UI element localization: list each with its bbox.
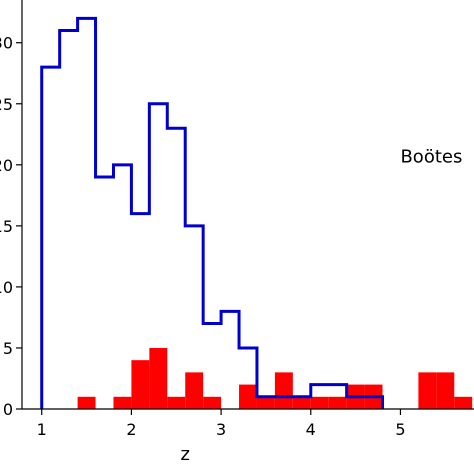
red-bar-9	[274, 372, 293, 409]
red-bar-10	[292, 396, 311, 409]
red-bar-7	[239, 384, 257, 409]
y-axis-ticks: 0 5 10 15 20 25 30	[0, 34, 22, 419]
y-tick-label: 20	[0, 156, 13, 175]
red-bar-1	[113, 396, 132, 409]
red-bar-11	[310, 396, 329, 409]
x-tick-label: 1	[37, 420, 47, 439]
x-tick-label: 2	[126, 420, 136, 439]
x-tick-label: 3	[216, 420, 226, 439]
x-axis-ticks: 1 2 3 4 5	[37, 409, 406, 439]
y-tick-label: 15	[0, 217, 13, 236]
red-bar-16	[436, 372, 455, 409]
red-histogram	[77, 347, 473, 409]
red-bar-5	[185, 372, 204, 409]
red-bar-3	[149, 347, 168, 409]
red-bar-2	[131, 360, 150, 409]
x-tick-label: 4	[306, 420, 316, 439]
red-bar-8	[256, 396, 275, 409]
x-tick-label: 5	[395, 420, 405, 439]
axes	[21, 0, 474, 410]
x-axis-label: z	[180, 444, 189, 465]
red-bar-4	[167, 396, 186, 409]
blue-step-histogram	[40, 16, 385, 409]
y-tick-label: 30	[0, 34, 13, 53]
red-bar-0	[77, 396, 96, 409]
y-tick-label: 0	[3, 400, 13, 419]
red-bar-15	[418, 372, 437, 409]
red-bar-12	[328, 396, 347, 409]
red-bar-17	[454, 396, 473, 409]
bootes-annotation: Boötes	[400, 146, 462, 167]
y-tick-label: 25	[0, 95, 13, 114]
y-tick-label: 5	[3, 339, 13, 358]
y-tick-label: 10	[0, 278, 13, 297]
red-bar-6	[203, 396, 222, 409]
